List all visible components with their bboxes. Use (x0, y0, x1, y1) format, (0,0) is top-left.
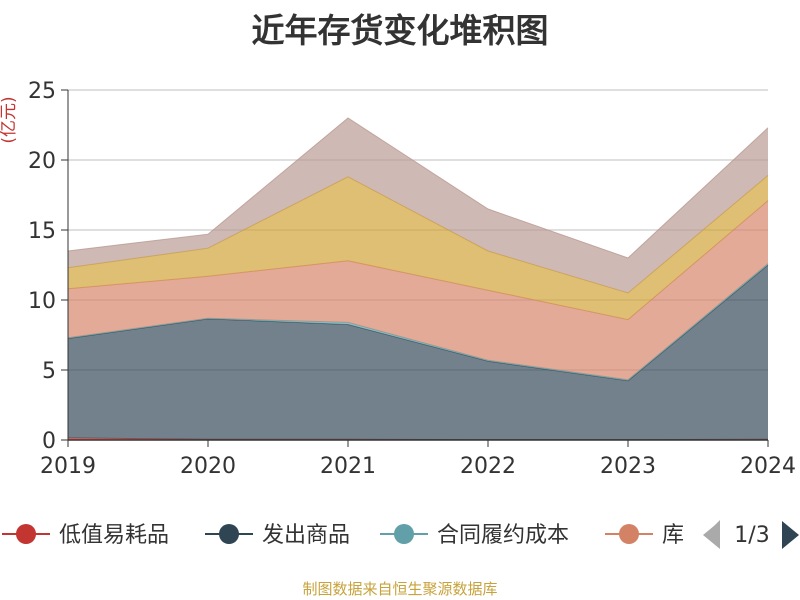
legend-item[interactable]: 合同履约成本 (380, 523, 569, 548)
x-tick-label: 2021 (320, 454, 376, 479)
y-tick-label: 15 (28, 219, 56, 244)
y-tick-label: 20 (28, 149, 56, 174)
x-tick-label: 2019 (40, 454, 96, 479)
y-tick-label: 0 (42, 429, 56, 454)
x-tick-label: 2020 (180, 454, 236, 479)
y-axis-label: (亿元) (0, 96, 19, 143)
legend-label: 发出商品 (262, 523, 350, 548)
area-series (68, 118, 768, 293)
area-series (68, 175, 768, 320)
area-series (68, 200, 768, 380)
legend-page-indicator: 1/3 (734, 523, 769, 548)
legend-item[interactable]: 库 (605, 523, 684, 548)
legend-swatch-circle (16, 524, 36, 544)
x-tick-label: 2023 (600, 454, 656, 479)
legend-label: 合同履约成本 (437, 523, 569, 548)
legend-item[interactable]: 发出商品 (205, 523, 350, 548)
area-series-layer (67, 117, 769, 441)
legend-swatch-circle (394, 524, 414, 544)
legend-swatch-circle (619, 524, 639, 544)
legend[interactable]: 低值易耗品 发出商品 合同履约成本 库 1/3 (2, 520, 799, 549)
y-tick-label: 10 (28, 289, 56, 314)
axes: 0 5 10 15 20 25 2019 2020 2021 2022 2023 2024 (亿元) (0, 79, 796, 479)
legend-swatch-circle (219, 524, 239, 544)
legend-item[interactable]: 低值易耗品 (2, 523, 169, 548)
area-series (68, 265, 768, 440)
legend-prev-arrow-icon[interactable] (703, 521, 720, 549)
y-tick-label: 5 (42, 359, 56, 384)
x-tick-label: 2024 (740, 454, 796, 479)
legend-label: 库 (662, 523, 684, 548)
y-tick-label: 25 (28, 79, 56, 104)
area-series-edge (67, 117, 769, 259)
legend-label: 低值易耗品 (59, 523, 169, 548)
chart-title: 近年存货变化堆积图 (251, 11, 549, 50)
legend-next-arrow-icon[interactable] (782, 521, 799, 549)
source-note: 制图数据来自恒生聚源数据库 (302, 580, 498, 598)
x-tick-label: 2022 (460, 454, 516, 479)
